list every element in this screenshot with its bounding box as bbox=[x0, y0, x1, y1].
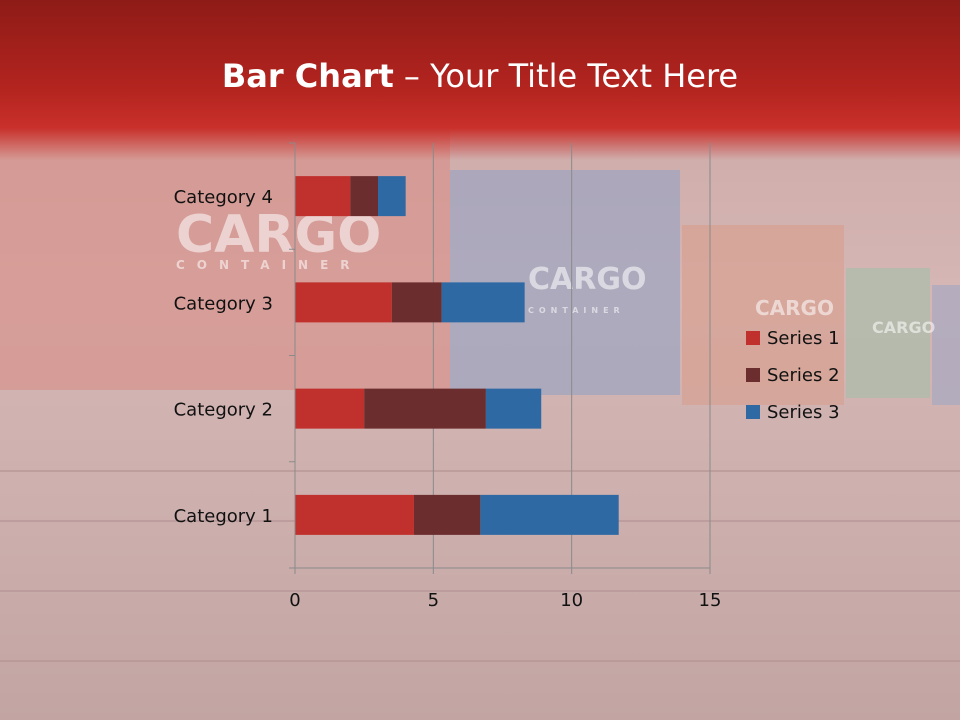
bar-segment bbox=[413, 494, 481, 535]
x-tick-label: 0 bbox=[289, 590, 300, 611]
bar-segment bbox=[391, 282, 442, 323]
category-label: Category 1 bbox=[174, 506, 273, 527]
container-logo-text: CARGO bbox=[872, 318, 936, 337]
legend-label: Series 1 bbox=[767, 328, 840, 349]
bar-segment bbox=[364, 388, 486, 429]
green-container-shape bbox=[846, 268, 930, 398]
legend-swatch bbox=[746, 368, 760, 382]
bar-segment bbox=[295, 176, 351, 217]
x-tick-label: 15 bbox=[699, 590, 722, 611]
axes: 0 5 10 15 Category 1 Category 2 Category 3 Cate… bbox=[174, 142, 722, 611]
category-label: Category 3 bbox=[174, 293, 273, 314]
category-label: Category 2 bbox=[174, 400, 273, 421]
bar-segment bbox=[350, 176, 378, 217]
x-tick-label: 10 bbox=[560, 590, 583, 611]
legend-label: Series 3 bbox=[767, 402, 840, 423]
title-bold: Bar Chart bbox=[221, 57, 394, 95]
orange-container-shape bbox=[682, 225, 844, 405]
x-tick-label: 5 bbox=[428, 590, 439, 611]
bar-segment bbox=[295, 282, 392, 323]
container-logo-subtext: CONTAINER bbox=[176, 258, 362, 272]
bar-segment bbox=[295, 388, 365, 429]
red-container-shape bbox=[0, 130, 450, 390]
legend-swatch bbox=[746, 405, 760, 419]
title-bar bbox=[0, 0, 960, 160]
legend-swatch bbox=[746, 331, 760, 345]
rail-line bbox=[0, 590, 960, 592]
container-logo-text: CARGO bbox=[528, 262, 647, 297]
bar-segment bbox=[441, 282, 525, 323]
slide-title: Bar Chart – Your Title Text Here bbox=[0, 54, 960, 98]
bar-segment bbox=[378, 176, 406, 217]
rail-line bbox=[0, 470, 960, 472]
bar-segment bbox=[295, 494, 414, 535]
bars bbox=[295, 176, 619, 535]
category-label: Category 4 bbox=[174, 187, 273, 208]
title-rest: – Your Title Text Here bbox=[393, 57, 739, 95]
container-logo-subtext: CONTAINER bbox=[528, 306, 625, 315]
legend: Series 1 Series 2 Series 3 bbox=[746, 328, 840, 423]
container-logo-text: CARGO bbox=[755, 296, 834, 320]
legend-label: Series 2 bbox=[767, 365, 840, 386]
bar-segment bbox=[485, 388, 542, 429]
bar-segment bbox=[480, 494, 619, 535]
rail-line bbox=[0, 660, 960, 662]
blue-container-shape-far bbox=[932, 285, 960, 405]
